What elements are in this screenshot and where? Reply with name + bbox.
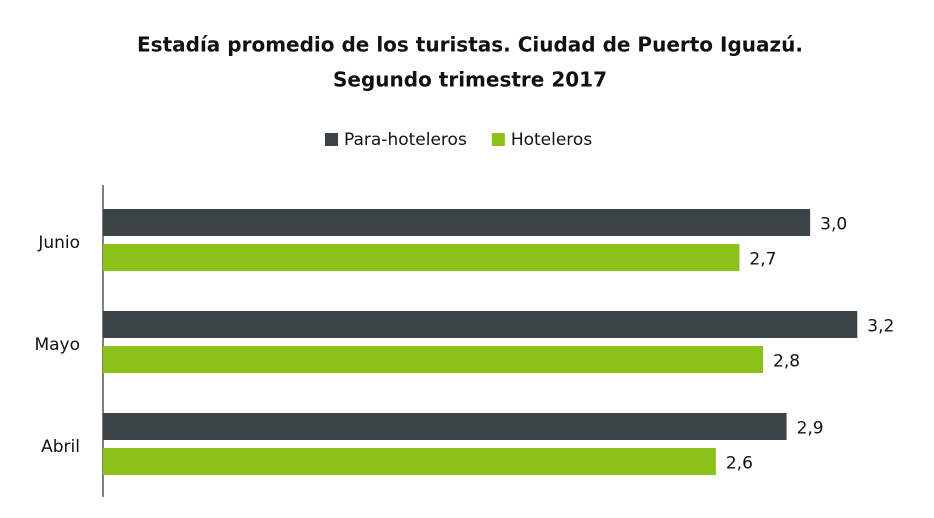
data-label: 3,2	[867, 317, 894, 337]
bar	[103, 346, 763, 373]
data-label: 2,9	[797, 419, 824, 439]
legend-label: Hoteleros	[511, 130, 593, 150]
data-label: 2,8	[773, 352, 800, 372]
legend-swatch	[325, 133, 338, 146]
bar	[103, 209, 811, 236]
y-tick-label: Mayo	[34, 335, 80, 355]
data-label: 2,7	[749, 250, 776, 270]
data-label: 2,6	[726, 454, 753, 474]
bar	[103, 413, 787, 440]
data-label: 3,0	[820, 215, 847, 235]
legend-label: Para-hoteleros	[344, 130, 467, 150]
bar	[103, 448, 716, 475]
chart-subtitle: Segundo trimestre 2017	[333, 68, 607, 92]
legend-swatch	[491, 133, 505, 146]
bar	[103, 244, 740, 271]
bar	[103, 311, 858, 338]
y-tick-label: Abril	[41, 437, 80, 457]
y-tick-label: Junio	[37, 233, 80, 253]
chart-title: Estadía promedio de los turistas. Ciudad…	[137, 33, 803, 57]
